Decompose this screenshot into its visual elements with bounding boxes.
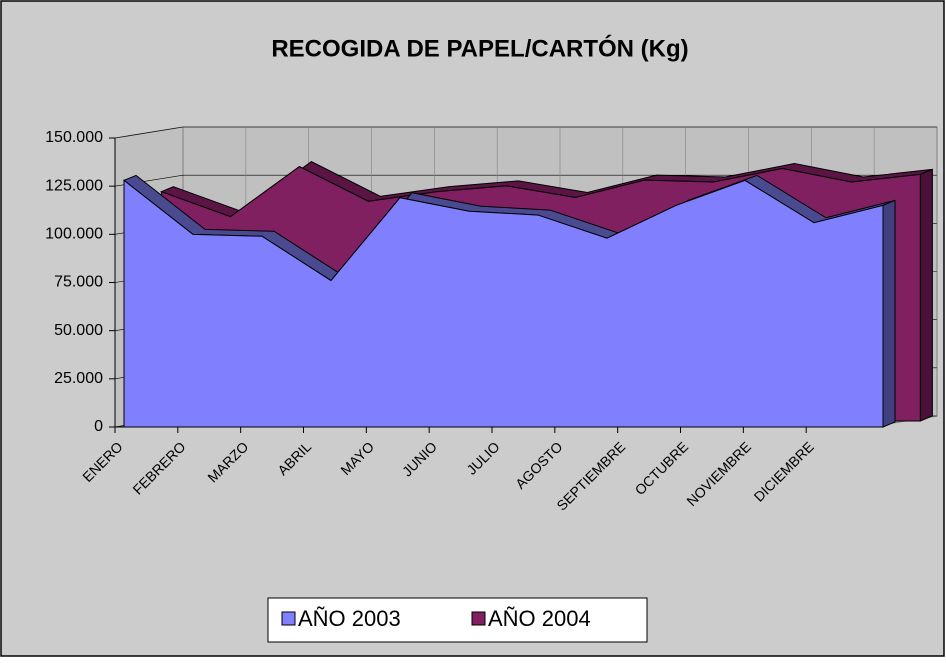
chart-title: RECOGIDA DE PAPEL/CARTÓN (Kg): [271, 34, 688, 62]
y-tick-label: 100.000: [45, 226, 103, 243]
legend-swatch: [471, 611, 486, 626]
legend-label: AÑO 2003: [298, 606, 401, 631]
y-tick-label: 150.000: [45, 129, 103, 146]
y-tick-label: 75.000: [54, 274, 103, 291]
legend-label: AÑO 2004: [488, 606, 591, 631]
area: [123, 179, 884, 428]
y-tick-label: 0: [94, 418, 103, 435]
legend-swatch: [281, 611, 296, 626]
y-tick-label: 125.000: [45, 177, 103, 194]
area-end: [882, 199, 896, 428]
y-tick-label: 25.000: [54, 370, 103, 387]
y-tick-label: 50.000: [54, 322, 103, 339]
legend: [267, 597, 648, 643]
area-end: [919, 168, 933, 422]
